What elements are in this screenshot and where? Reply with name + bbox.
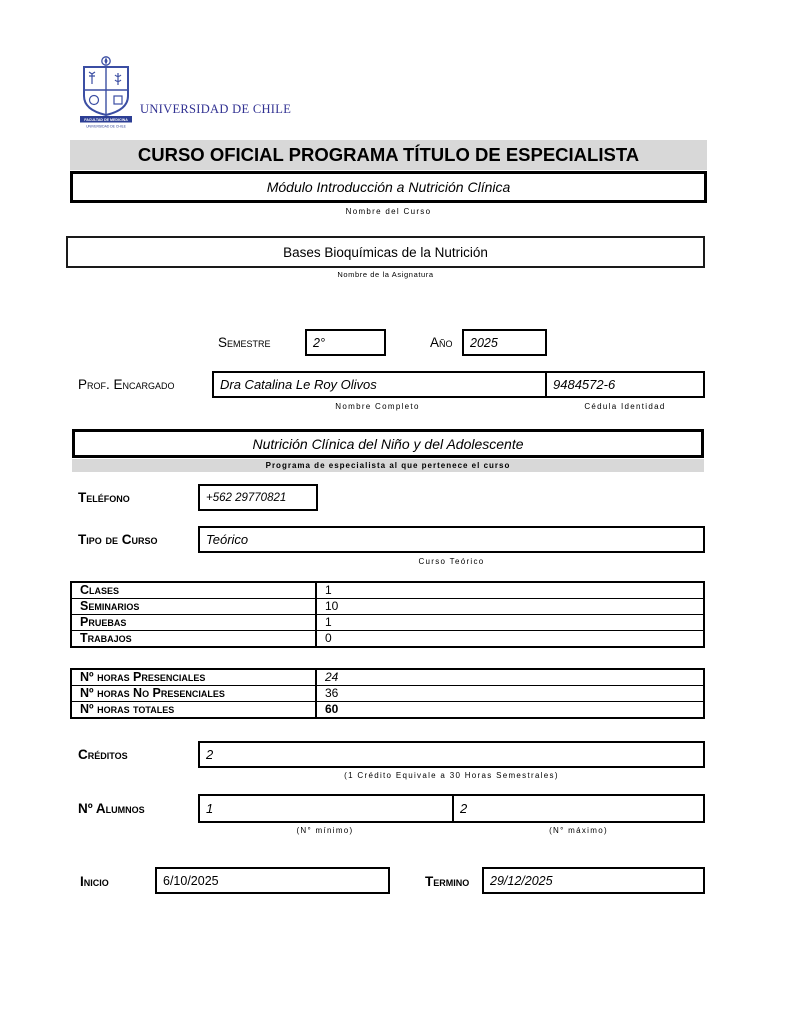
phone-value: +562 29770821 [206,491,287,504]
professor-name-value: Dra Catalina Le Roy Olivos [220,377,377,392]
row-label: Pruebas [72,615,317,630]
start-date-label: Inicio [80,874,109,889]
page-title: CURSO OFICIAL PROGRAMA TÍTULO DE ESPECIA… [70,140,707,170]
end-date-value: 29/12/2025 [490,873,553,888]
end-date-field[interactable]: 29/12/2025 [482,867,705,894]
hours-table: Nº horas Presenciales 24 Nº horas No Pre… [70,668,705,719]
course-type-field[interactable]: Teórico [198,526,705,553]
subject-name-caption: Nombre de la Asignatura [337,270,434,279]
professor-name-cell[interactable]: Dra Catalina Le Roy Olivos [214,373,547,396]
students-max-caption: (N° máximo) [549,826,608,835]
university-name: UNIVERSIDAD DE CHILE [140,102,292,116]
table-row: Pruebas 1 [72,614,703,630]
year-field[interactable]: 2025 [462,329,547,356]
row-label: Nº horas Presenciales [72,670,317,685]
phone-field[interactable]: +562 29770821 [198,484,318,511]
year-label: Año [430,335,453,350]
professor-id-cell[interactable]: 9484572-6 [547,373,703,396]
subject-name-field[interactable]: Bases Bioquímicas de la Nutrición [66,236,705,268]
row-label: Nº horas No Presenciales [72,686,317,701]
row-value[interactable]: 10 [325,599,339,613]
row-value[interactable]: 60 [325,702,339,716]
table-row: Seminarios 10 [72,598,703,614]
activities-table: Clases 1 Seminarios 10 Pruebas 1 Trabajo… [70,581,705,648]
professor-label: Prof. Encargado [78,377,175,392]
course-type-label: Tipo de Curso [78,532,158,547]
course-name-value: Módulo Introducción a Nutrición Clínica [266,179,511,195]
row-value[interactable]: 1 [325,615,332,629]
program-value: Nutrición Clínica del Niño y del Adolesc… [252,435,524,452]
semester-field[interactable]: 2° [305,329,386,356]
students-field: 1 2 [198,794,705,823]
university-logo: FACULTAD DE MEDICINA UNIVERSIDAD DE CHIL… [78,54,134,132]
row-label: Nº horas totales [72,702,317,717]
table-row: Nº horas totales 60 [72,701,703,717]
credits-value: 2 [206,747,214,762]
students-min-value: 1 [206,801,214,816]
program-field[interactable]: Nutrición Clínica del Niño y del Adolesc… [72,429,704,458]
phone-label: Teléfono [78,490,130,505]
end-date-label: Termino [425,874,470,889]
professor-name-caption: Nombre Completo [335,402,420,411]
course-type-caption: Curso Teórico [418,557,485,566]
semester-value: 2° [313,335,325,350]
students-min-caption: (N° mínimo) [296,826,354,835]
table-row: Trabajos 0 [72,630,703,646]
year-value: 2025 [470,335,498,350]
row-value[interactable]: 24 [325,670,339,684]
students-max-cell[interactable]: 2 [454,796,703,821]
row-label: Trabajos [72,631,317,646]
table-row: Clases 1 [72,583,703,598]
professor-field[interactable]: Dra Catalina Le Roy Olivos 9484572-6 [212,371,705,398]
start-date-field[interactable]: 6/10/2025 [155,867,390,894]
row-label: Seminarios [72,599,317,614]
credits-field[interactable]: 2 [198,741,705,768]
semester-label: Semestre [218,335,271,350]
credits-label: Créditos [78,747,128,762]
course-name-caption: Nombre del Curso [345,207,432,216]
students-max-value: 2 [460,801,468,816]
table-row: Nº horas No Presenciales 36 [72,685,703,701]
subject-name-value: Bases Bioquímicas de la Nutrición [283,244,488,260]
table-row: Nº horas Presenciales 24 [72,670,703,685]
start-date-value: 6/10/2025 [163,873,219,888]
row-label: Clases [72,583,317,598]
row-value[interactable]: 0 [325,631,332,645]
university-crest-icon: FACULTAD DE MEDICINA UNIVERSIDAD DE CHIL… [80,56,132,129]
row-value[interactable]: 36 [325,686,339,700]
students-min-cell[interactable]: 1 [200,796,454,821]
students-label: Nº Alumnos [78,801,145,816]
course-type-value: Teórico [206,532,249,547]
crest-caption-top: FACULTAD DE MEDICINA [84,118,128,122]
professor-id-value: 9484572-6 [553,377,616,392]
credits-caption: (1 Crédito Equivale a 30 Horas Semestral… [344,771,559,780]
professor-id-caption: Cédula Identidad [584,402,666,411]
program-caption: Programa de especialista al que pertenec… [72,459,704,472]
row-value[interactable]: 1 [325,583,332,597]
course-name-field[interactable]: Módulo Introducción a Nutrición Clínica [70,171,707,203]
crest-caption-bottom: UNIVERSIDAD DE CHILE [86,125,126,129]
